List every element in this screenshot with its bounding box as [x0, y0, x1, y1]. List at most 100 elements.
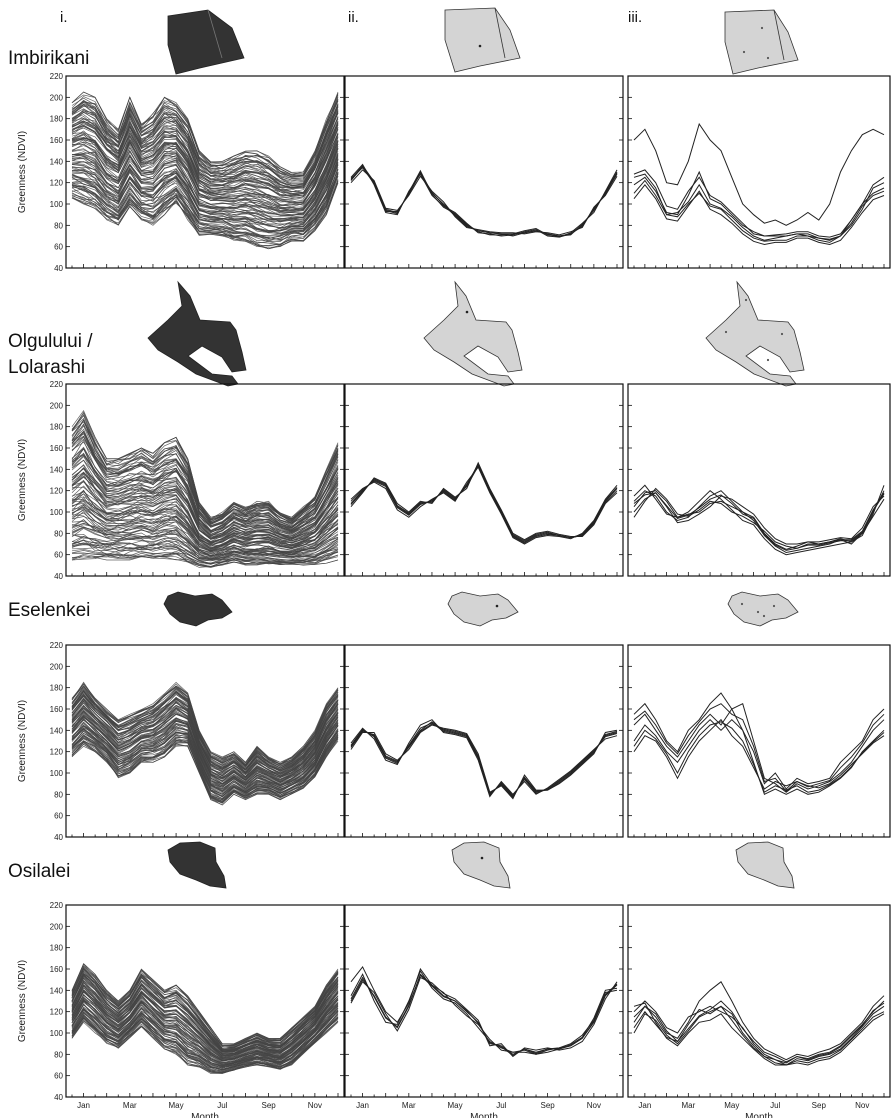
- series-line: [633, 170, 885, 238]
- dense-series-line: [71, 91, 339, 173]
- y-tick-label: 160: [50, 965, 64, 974]
- series-line: [633, 173, 885, 243]
- site-shape-eselenkei-light-ii: [447, 591, 519, 627]
- dense-series-line: [71, 140, 339, 211]
- series-line: [633, 1000, 885, 1063]
- dense-series-line: [71, 688, 339, 767]
- y-tick-label: 60: [54, 812, 63, 821]
- series-group: [71, 409, 339, 568]
- series-line: [633, 1002, 885, 1066]
- series-line: [633, 122, 885, 226]
- dense-series-line: [71, 700, 339, 778]
- y-axis-label: Greenness (NDVI): [17, 439, 28, 521]
- series-group: [633, 122, 885, 246]
- y-tick-label: 180: [50, 115, 64, 124]
- panel-frame: [65, 75, 345, 269]
- panel-r3-2: [344, 644, 624, 838]
- dense-series-line: [71, 168, 339, 232]
- site-name-olgulului-line1: Olgulului /: [8, 331, 93, 352]
- y-tick-label: 180: [50, 684, 64, 693]
- dense-series-line: [71, 91, 339, 175]
- dense-series-line: [71, 994, 339, 1060]
- panel-r4-3: Jan Mar May Jul Sep Nov Month: [627, 904, 891, 1118]
- panel-r2-2: [344, 383, 624, 577]
- x-axis-label: Month: [191, 1112, 219, 1118]
- dense-series-line: [71, 419, 339, 525]
- y-axis-label: Greenness (NDVI): [17, 700, 28, 782]
- series-line: [350, 721, 618, 798]
- y-tick-label: 160: [50, 136, 64, 145]
- site-name-osilalei: Osilalei: [8, 861, 70, 882]
- site-shape-olgulului-light-iii: [705, 280, 805, 387]
- dense-series-line: [71, 115, 339, 193]
- x-tick-label: Jul: [217, 1101, 227, 1110]
- dense-series-line: [71, 548, 339, 568]
- series-line: [633, 179, 885, 241]
- panel-frame: [65, 644, 345, 838]
- panel-r4-2: Jan Mar May Jul Sep Nov Month: [344, 904, 624, 1118]
- series-line: [350, 973, 618, 1055]
- dense-series-line: [71, 1000, 339, 1063]
- dense-series-line: [71, 97, 339, 178]
- dense-series-line: [71, 159, 339, 231]
- series-line: [633, 692, 885, 790]
- series-line: [350, 970, 618, 1055]
- panel-frame: [344, 75, 624, 269]
- y-tick-label: 140: [50, 465, 64, 474]
- series-line: [350, 461, 618, 541]
- dense-series-line: [71, 154, 339, 223]
- site-shape-osilalei-light-ii: [451, 841, 511, 889]
- x-tick-label: Nov: [308, 1101, 322, 1110]
- y-tick-label: 80: [54, 529, 63, 538]
- panel-r3-1: 40 60 80 100 120 140 160 180 200 220 Greenness (ND…: [17, 641, 345, 842]
- dense-series-line: [71, 965, 339, 1045]
- x-tick-label: Sep: [261, 1101, 276, 1110]
- y-tick-label: 180: [50, 423, 64, 432]
- series-group: [350, 163, 618, 238]
- dense-series-line: [71, 697, 339, 772]
- x-tick-label: May: [448, 1101, 463, 1110]
- series-group: [633, 484, 885, 556]
- series-line: [350, 465, 618, 542]
- y-tick-label: 140: [50, 986, 64, 995]
- dense-series-line: [71, 168, 339, 234]
- y-tick-label: 80: [54, 790, 63, 799]
- series-group: [71, 91, 339, 250]
- panel-r2-1: 40 60 80 100 120 140 160 180 200 220 Greenness (ND…: [17, 380, 345, 581]
- y-tick-label: 220: [50, 641, 64, 650]
- panel-r2-3: [627, 383, 891, 577]
- series-line: [350, 466, 618, 545]
- dense-series-line: [71, 1006, 339, 1067]
- dense-series-line: [71, 519, 339, 553]
- site-shape-imbirikani-light-ii: [444, 7, 521, 73]
- site-name-eselenkei: Eselenkei: [8, 600, 90, 621]
- x-tick-label: Nov: [855, 1101, 869, 1110]
- dense-series-line: [71, 725, 339, 793]
- series-line: [633, 981, 885, 1061]
- dense-series-line: [71, 134, 339, 204]
- y-tick-label: 100: [50, 200, 64, 209]
- series-line: [350, 163, 618, 238]
- y-tick-label: 140: [50, 726, 64, 735]
- series-line: [633, 1000, 885, 1064]
- x-tick-label: Jan: [356, 1101, 369, 1110]
- dense-series-line: [71, 694, 339, 773]
- dense-series-line: [71, 96, 339, 176]
- series-group: [633, 981, 885, 1066]
- site-shape-osilalei-light-iii: [735, 841, 795, 889]
- dense-series-line: [71, 535, 339, 560]
- dense-series-line: [71, 967, 339, 1049]
- dense-series-line: [71, 435, 339, 528]
- site-shape-imbirikani-dark: [167, 9, 245, 75]
- dense-series-line: [71, 540, 339, 564]
- series-line: [633, 703, 885, 792]
- column-label-i: i.: [60, 9, 68, 26]
- dense-series-line: [71, 490, 339, 545]
- x-tick-label: Jul: [770, 1101, 780, 1110]
- series-line: [633, 169, 885, 241]
- dense-series-line: [71, 519, 339, 559]
- y-tick-label: 40: [54, 264, 63, 273]
- series-line: [633, 492, 885, 545]
- series-line: [633, 484, 885, 556]
- dense-series-line: [71, 740, 339, 806]
